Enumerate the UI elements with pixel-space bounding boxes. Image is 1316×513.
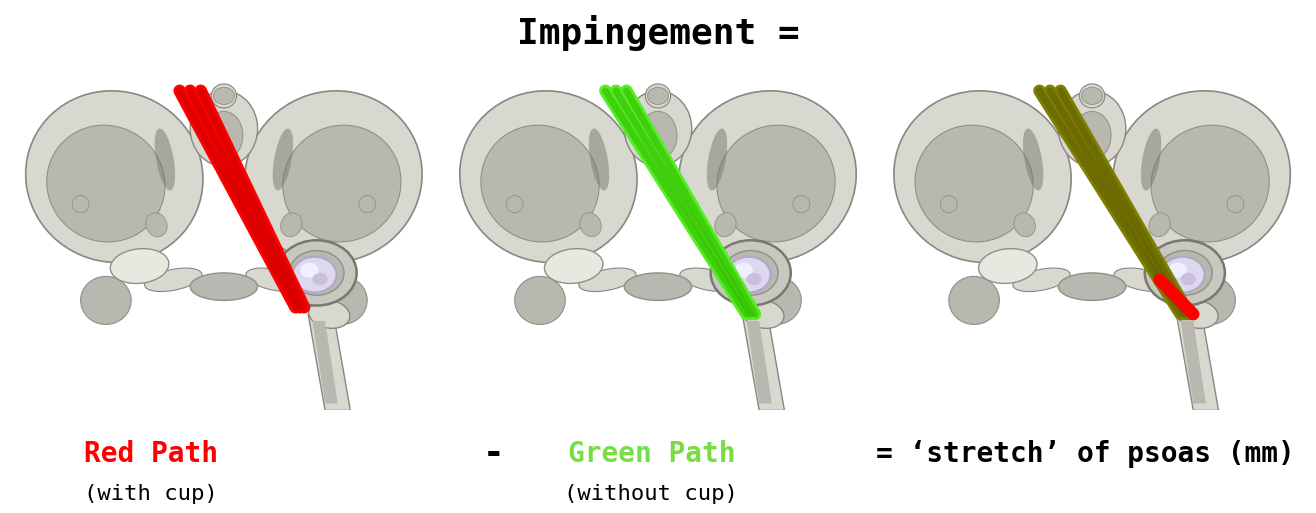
Ellipse shape	[1113, 91, 1290, 263]
Circle shape	[1169, 263, 1187, 278]
Circle shape	[1180, 273, 1196, 285]
Text: -: -	[483, 437, 504, 471]
Ellipse shape	[212, 84, 237, 108]
Ellipse shape	[1184, 277, 1236, 324]
Ellipse shape	[1115, 268, 1171, 291]
Ellipse shape	[1141, 129, 1161, 190]
Circle shape	[647, 87, 669, 105]
Ellipse shape	[1024, 129, 1044, 190]
Ellipse shape	[245, 91, 422, 263]
Ellipse shape	[545, 249, 603, 284]
Ellipse shape	[1148, 249, 1205, 284]
Ellipse shape	[717, 125, 836, 242]
Polygon shape	[746, 321, 771, 404]
Ellipse shape	[624, 91, 692, 166]
Ellipse shape	[191, 273, 258, 301]
Ellipse shape	[1058, 273, 1125, 301]
Ellipse shape	[26, 91, 203, 263]
Ellipse shape	[1013, 268, 1070, 291]
Ellipse shape	[645, 84, 671, 108]
Ellipse shape	[580, 213, 601, 236]
Ellipse shape	[579, 268, 636, 291]
Circle shape	[711, 240, 791, 306]
Ellipse shape	[246, 268, 303, 291]
Ellipse shape	[47, 125, 164, 242]
Ellipse shape	[1073, 111, 1111, 160]
Ellipse shape	[1227, 195, 1244, 213]
Ellipse shape	[915, 125, 1033, 242]
Ellipse shape	[1058, 91, 1125, 166]
Ellipse shape	[272, 129, 292, 190]
Ellipse shape	[894, 91, 1071, 263]
Ellipse shape	[72, 195, 89, 213]
Ellipse shape	[111, 249, 168, 284]
Circle shape	[1082, 87, 1103, 105]
Circle shape	[724, 250, 778, 295]
Ellipse shape	[309, 300, 350, 328]
Circle shape	[746, 273, 762, 285]
Ellipse shape	[155, 129, 175, 190]
Ellipse shape	[283, 125, 401, 242]
Circle shape	[312, 273, 328, 285]
Ellipse shape	[515, 277, 566, 324]
Text: (without cup): (without cup)	[565, 484, 738, 503]
Ellipse shape	[1015, 213, 1036, 236]
Ellipse shape	[1149, 213, 1170, 236]
Ellipse shape	[941, 195, 957, 213]
Ellipse shape	[1177, 300, 1219, 328]
Ellipse shape	[979, 249, 1037, 284]
Ellipse shape	[624, 273, 692, 301]
Ellipse shape	[707, 129, 726, 190]
Ellipse shape	[145, 268, 201, 291]
Ellipse shape	[792, 195, 809, 213]
Polygon shape	[742, 314, 784, 410]
Ellipse shape	[742, 300, 784, 328]
Text: = ‘stretch’ of psoas (mm): = ‘stretch’ of psoas (mm)	[876, 440, 1295, 468]
Ellipse shape	[679, 91, 857, 263]
Ellipse shape	[205, 111, 243, 160]
Ellipse shape	[507, 195, 524, 213]
Polygon shape	[1180, 321, 1205, 404]
Ellipse shape	[640, 111, 676, 160]
Ellipse shape	[1079, 84, 1104, 108]
Circle shape	[292, 257, 337, 292]
Circle shape	[213, 87, 234, 105]
Ellipse shape	[459, 91, 637, 263]
Ellipse shape	[750, 277, 801, 324]
Polygon shape	[308, 314, 350, 410]
Text: Impingement =: Impingement =	[517, 15, 799, 51]
Text: (with cup): (with cup)	[84, 484, 218, 503]
Circle shape	[1158, 250, 1212, 295]
Circle shape	[1145, 240, 1225, 306]
Ellipse shape	[1152, 125, 1269, 242]
Ellipse shape	[680, 268, 737, 291]
Ellipse shape	[279, 249, 337, 284]
Text: Red Path: Red Path	[84, 440, 218, 468]
Ellipse shape	[191, 91, 258, 166]
Ellipse shape	[359, 195, 375, 213]
Ellipse shape	[949, 277, 999, 324]
Text: Green Path: Green Path	[567, 440, 736, 468]
Ellipse shape	[80, 277, 132, 324]
Circle shape	[300, 263, 318, 278]
Ellipse shape	[715, 213, 736, 236]
Ellipse shape	[317, 277, 367, 324]
Ellipse shape	[480, 125, 599, 242]
Circle shape	[276, 240, 357, 306]
Circle shape	[290, 250, 343, 295]
Circle shape	[726, 257, 771, 292]
Circle shape	[734, 263, 753, 278]
Ellipse shape	[146, 213, 167, 236]
Ellipse shape	[713, 249, 771, 284]
Circle shape	[1161, 257, 1204, 292]
Ellipse shape	[590, 129, 609, 190]
Ellipse shape	[280, 213, 301, 236]
Polygon shape	[312, 321, 338, 404]
Polygon shape	[1177, 314, 1219, 410]
